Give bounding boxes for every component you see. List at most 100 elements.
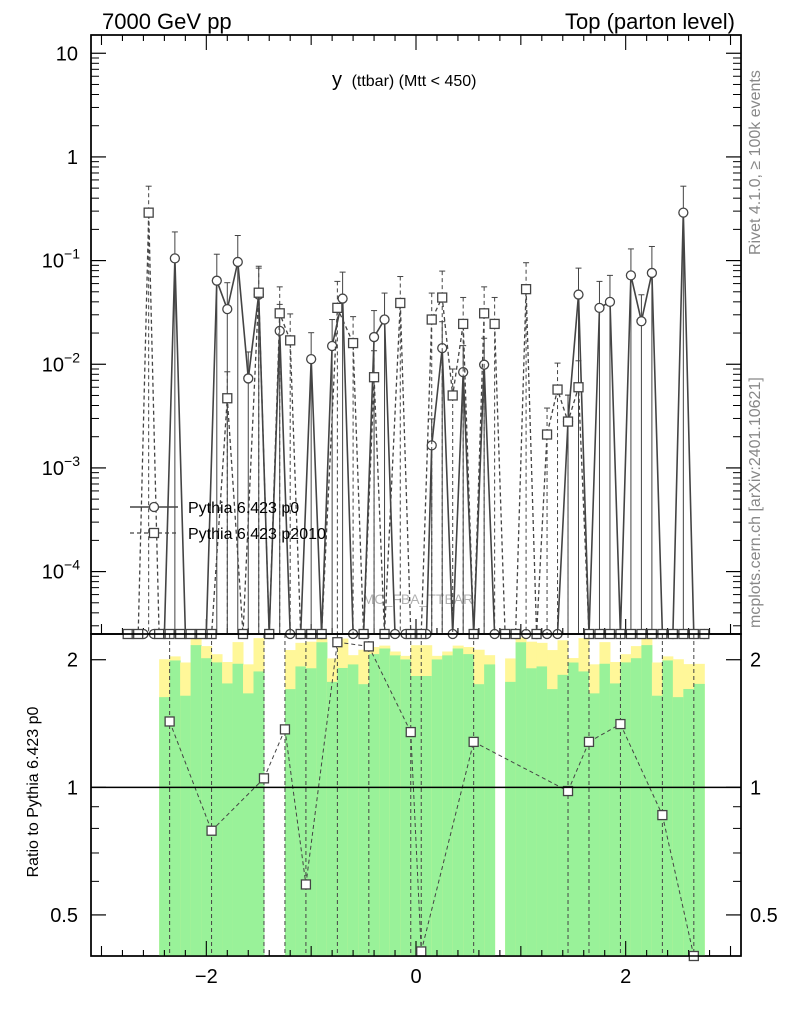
ratio-connector [567,741,590,792]
ratio-band-green [159,697,171,956]
data-point-p0 [232,256,243,268]
ratio-band-green [526,668,538,956]
ratio-point [332,637,343,648]
ratio-band-green [630,658,642,956]
ratio-band-green [609,683,621,956]
ratio-band-green [400,659,412,956]
data-point-p2010 [222,393,233,404]
main-panel-frame [90,34,742,635]
ratio-y-tick-label-right: 0.5 [750,905,778,927]
ratio-point [164,716,175,727]
legend-label-p0: Pythia 6.423 p0 [188,500,299,517]
header-right: Top (parton level) [565,9,735,34]
ratio-y-tick-label: 0.5 [50,905,78,927]
ratio-band-green [180,695,192,956]
ratio-panel-frame-top [90,633,742,957]
ratio-band-green [201,658,213,956]
x-tick-label: −2 [195,966,218,988]
x-tick-label: 0 [410,966,421,988]
data-point-p2010 [253,287,264,298]
main-y-tick-label: 1 [67,147,78,169]
data-point-p2010 [489,318,500,330]
ratio-band-green [505,681,517,956]
ratio-connector [410,732,422,952]
data-point-p0 [326,340,338,352]
ratio-connector [473,741,569,792]
ratio-band-green [442,655,454,956]
ratio-band-green [620,662,632,956]
legend-marker-p0 [148,501,160,513]
ratio-band-green [557,674,569,956]
data-point-p2010 [368,372,380,383]
ratio-band-green [547,689,559,956]
main-panel-frame-top [90,34,742,635]
ratio-point [615,718,626,730]
ratio-point [363,641,374,652]
ratio-band-green [452,648,464,956]
ratio-band-green [641,645,653,956]
ratio-band-green [379,648,391,956]
ratio-connector [420,741,475,952]
ratio-connector [368,646,412,733]
ratio-band-green [347,664,359,956]
main-y-tick-label: 10−1 [42,246,80,273]
ratio-band-green [316,642,328,956]
data-point-p2010 [562,416,574,427]
ratio-band-green [389,655,401,956]
chart-title: y (ttbar) (Mtt < 450) [332,69,476,91]
ratio-band-green [431,659,443,956]
data-point-p0 [573,289,584,300]
ratio-point [468,736,479,748]
ratio-band-green [484,664,496,956]
side-label-mcplots: mcplots.cern.ch [arXiv:2401.10621] [747,377,764,628]
ratio-point [416,946,427,957]
data-point-p0 [222,304,233,315]
main-y-tick-label: 10−4 [42,557,80,584]
ratio-y-tick-label-right: 2 [750,650,761,672]
ratio-point [279,724,291,735]
ratio-band-green [232,663,244,956]
ratio-point [657,809,668,821]
data-point-p0 [243,373,254,384]
legend-label-p2010: Pythia 6.423 p2010 [188,526,326,543]
main-series [122,185,710,640]
ratio-connector [169,721,213,831]
data-point-p0 [594,302,605,314]
ratio-band-green [253,671,265,956]
ratio-point [300,879,312,890]
data-point-p2010 [458,318,469,330]
ratio-bands [159,636,705,956]
watermark: MC_FBA_TTBAR [363,591,473,607]
ratio-connector [305,642,338,885]
data-point-p2010 [552,384,563,395]
ratio-band-green [421,676,433,956]
ratio-band-green [190,645,202,956]
ratio-point [562,785,574,797]
side-label-rivet: Rivet 4.1.0, ≥ 100k events [747,70,764,255]
x-tick-label: 2 [620,966,631,988]
ratio-connector [661,814,695,957]
main-y-axis: 10 1 10−1 10−2 10−3 10−4 [42,43,741,627]
data-point-p0 [678,207,689,218]
ratio-band-green [358,684,370,956]
ratio-connector [211,777,265,832]
data-point-p0 [379,314,390,325]
ratio-band-green [463,654,475,956]
chart-title-main: y [332,69,342,91]
ratio-band-green [683,688,695,956]
ratio-band-green [672,697,684,956]
ratio-band-green [368,654,380,956]
ratio-point [258,773,270,784]
ratio-band-green [599,663,611,956]
data-point-p0 [368,331,380,343]
ratio-band-green [295,666,307,956]
ratio-band-green [410,676,422,956]
legend-marker-p2010 [148,527,160,539]
data-point-p2010 [541,429,553,440]
ratio-connector [619,723,663,816]
data-point-p2010 [447,390,458,401]
ratio-band-green [473,684,485,956]
ratio-band-green [326,681,338,956]
ratio-band-green [651,695,663,956]
main-y-tick-label: 10 [56,43,78,65]
